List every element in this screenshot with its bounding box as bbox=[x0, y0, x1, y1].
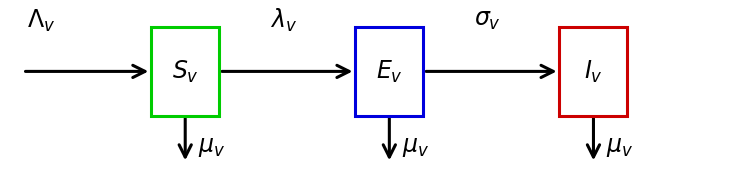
Text: $E_v$: $E_v$ bbox=[376, 58, 403, 84]
Text: $\mu_v$: $\mu_v$ bbox=[402, 136, 429, 159]
Text: $\mu_v$: $\mu_v$ bbox=[606, 136, 634, 159]
Text: $\lambda_v$: $\lambda_v$ bbox=[270, 7, 297, 34]
Text: $\sigma_v$: $\sigma_v$ bbox=[474, 9, 501, 32]
Bar bbox=[559, 27, 627, 116]
Text: $S_v$: $S_v$ bbox=[172, 58, 199, 84]
Bar bbox=[355, 27, 423, 116]
Text: $\Lambda_v$: $\Lambda_v$ bbox=[27, 7, 56, 33]
Bar bbox=[151, 27, 219, 116]
Text: $\mu_v$: $\mu_v$ bbox=[198, 136, 225, 159]
Text: $I_v$: $I_v$ bbox=[584, 58, 603, 84]
